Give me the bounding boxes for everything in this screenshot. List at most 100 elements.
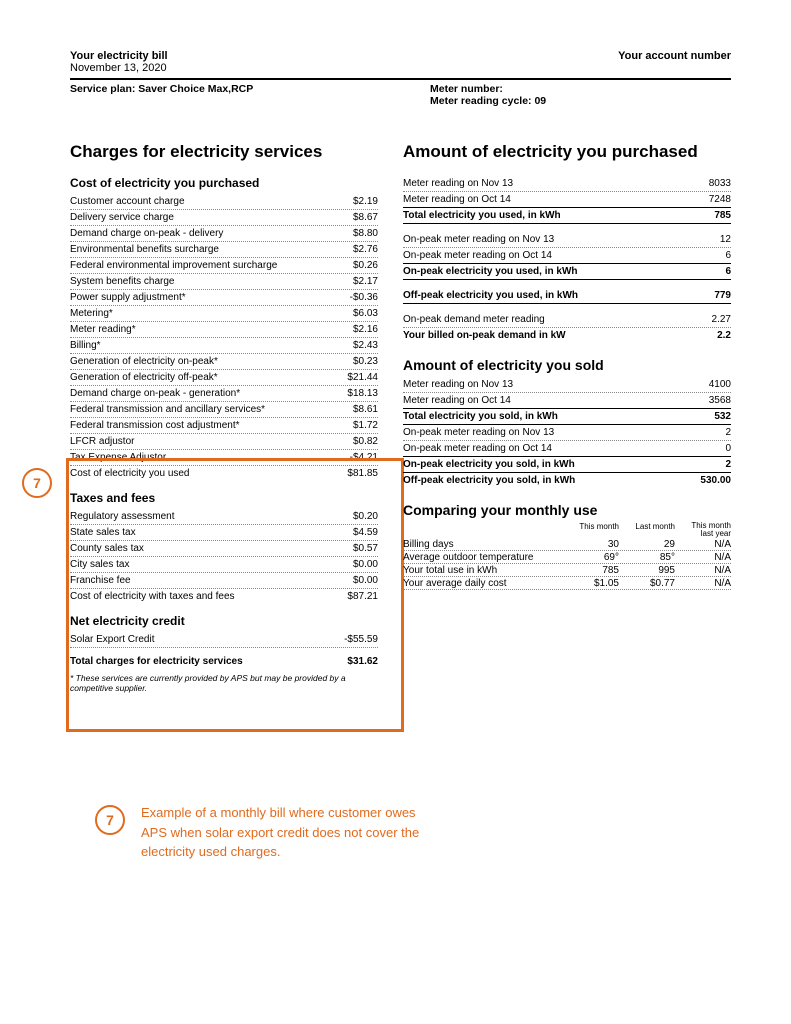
line-value: $0.20 <box>353 510 378 524</box>
line-item: Regulatory assessment$0.20 <box>70 509 378 525</box>
compare-cell: N/A <box>675 578 731 589</box>
line-value: -$4.21 <box>350 451 378 465</box>
line-label: On-peak meter reading on Oct 14 <box>403 249 552 263</box>
compare-cell: N/A <box>675 552 731 563</box>
line-label: Federal environmental improvement surcha… <box>70 259 277 273</box>
line-value: 532 <box>714 410 731 424</box>
line-value: 2 <box>725 458 731 472</box>
credit-title: Net electricity credit <box>70 614 378 628</box>
line-label: Demand charge on-peak - generation* <box>70 387 240 401</box>
line-item: On-peak demand meter reading2.27 <box>403 312 731 328</box>
line-label: Total electricity you used, in kWh <box>403 209 561 223</box>
line-label: Generation of electricity off-peak* <box>70 371 218 385</box>
line-item: Generation of electricity off-peak*$21.4… <box>70 370 378 386</box>
line-item: On-peak electricity you sold, in kWh2 <box>403 457 731 473</box>
line-item: Your billed on-peak demand in kW2.2 <box>403 328 731 343</box>
line-value: 8033 <box>709 177 731 191</box>
compare-cell: 995 <box>619 565 675 576</box>
line-value: $2.76 <box>353 243 378 257</box>
line-item: System benefits charge$2.17 <box>70 274 378 290</box>
compare-cell: N/A <box>675 565 731 576</box>
taxes-title: Taxes and fees <box>70 491 378 505</box>
line-item: Meter reading*$2.16 <box>70 322 378 338</box>
line-label: Federal transmission and ancillary servi… <box>70 403 265 417</box>
line-label: Meter reading on Nov 13 <box>403 177 513 191</box>
line-value: $0.26 <box>353 259 378 273</box>
line-value: $0.00 <box>353 574 378 588</box>
line-item: Off-peak electricity you used, in kWh 779 <box>403 288 731 304</box>
line-label: Demand charge on-peak - delivery <box>70 227 223 241</box>
compare-row: Average outdoor temperature69°85°N/A <box>403 551 731 564</box>
compare-title: Comparing your monthly use <box>403 502 731 518</box>
cost-purchased-title: Cost of electricity you purchased <box>70 176 378 190</box>
compare-h4b: last year <box>701 529 731 538</box>
header-rule <box>70 78 731 80</box>
sold-title: Amount of electricity you sold <box>403 357 731 373</box>
compare-h2: This month <box>563 522 619 538</box>
account-number-label: Your account number <box>618 50 731 62</box>
compare-cell: 785 <box>563 565 619 576</box>
line-item: Delivery service charge$8.67 <box>70 210 378 226</box>
service-plan: Service plan: Saver Choice Max,RCP <box>70 83 400 107</box>
charges-title: Charges for electricity services <box>70 142 378 162</box>
line-item: Demand charge on-peak - generation* $18.1… <box>70 386 378 402</box>
compare-cell: Average outdoor temperature <box>403 552 563 563</box>
compare-cell: 85° <box>619 552 675 563</box>
line-item: LFCR adjustor$0.82 <box>70 434 378 450</box>
line-label: Federal transmission cost adjustment* <box>70 419 240 433</box>
line-value: 12 <box>720 233 731 247</box>
line-item: Environmental benefits surcharge$2.76 <box>70 242 378 258</box>
line-label: Metering* <box>70 307 113 321</box>
line-value: 2 <box>725 426 731 440</box>
line-label: Off-peak electricity you sold, in kWh <box>403 474 575 488</box>
line-label: Tax Expense Adjustor <box>70 451 166 465</box>
line-item: Meter reading on Nov 13 8033 <box>403 176 731 192</box>
meter-cycle: Meter reading cycle: 09 <box>430 95 546 107</box>
line-label: State sales tax <box>70 526 136 540</box>
line-value: $1.72 <box>353 419 378 433</box>
callout-badge-top: 7 <box>22 468 52 498</box>
line-label: Meter reading* <box>70 323 136 337</box>
compare-cell: $1.05 <box>563 578 619 589</box>
line-label: Total electricity you sold, in kWh <box>403 410 558 424</box>
compare-cell: 29 <box>619 539 675 550</box>
line-item: Generation of electricity on-peak*$0.23 <box>70 354 378 370</box>
line-label: Off-peak electricity you used, in kWh <box>403 289 578 303</box>
compare-cell: 69° <box>563 552 619 563</box>
line-value: $0.00 <box>353 558 378 572</box>
line-label: City sales tax <box>70 558 129 572</box>
line-value: 6 <box>725 265 731 279</box>
line-item: Federal transmission and ancillary servi… <box>70 402 378 418</box>
compare-cell: 30 <box>563 539 619 550</box>
line-item: Federal transmission cost adjustment* $1.… <box>70 418 378 434</box>
compare-row: Billing days3029N/A <box>403 538 731 551</box>
line-value: 785 <box>714 209 731 223</box>
line-item: Meter reading on Oct 143568 <box>403 393 731 409</box>
cost-subtotal-label: Cost of electricity you used <box>70 467 190 481</box>
total-label: Total charges for electricity services <box>70 655 243 669</box>
line-item: Total electricity you used, in kWh 785 <box>403 208 731 224</box>
line-value: $2.17 <box>353 275 378 289</box>
purchased-title: Amount of electricity you purchased <box>403 142 731 162</box>
compare-row: Your average daily cost$1.05$0.77N/A <box>403 577 731 590</box>
compare-cell: N/A <box>675 539 731 550</box>
line-label: County sales tax <box>70 542 144 556</box>
footnote: * These services are currently provided … <box>70 673 378 693</box>
line-value: $8.61 <box>353 403 378 417</box>
line-item: Total electricity you sold, in kWh 532 <box>403 409 731 425</box>
line-label: Franchise fee <box>70 574 131 588</box>
line-value: 2.2 <box>717 329 731 343</box>
line-label: On-peak meter reading on Oct 14 <box>403 442 552 456</box>
line-value: $18.13 <box>347 387 378 401</box>
compare-h3: Last month <box>619 522 675 538</box>
line-value: 7248 <box>709 193 731 207</box>
line-value: 779 <box>714 289 731 303</box>
line-item: Off-peak electricity you sold, in kWh530… <box>403 473 731 488</box>
line-value: $2.19 <box>353 195 378 209</box>
taxes-subtotal-label: Cost of electricity with taxes and fees <box>70 590 235 604</box>
compare-cell: Your total use in kWh <box>403 565 563 576</box>
line-item: State sales tax$4.59 <box>70 525 378 541</box>
charges-column: 7 Charges for electricity services Cost … <box>70 142 378 693</box>
line-label: LFCR adjustor <box>70 435 134 449</box>
compare-cell: $0.77 <box>619 578 675 589</box>
